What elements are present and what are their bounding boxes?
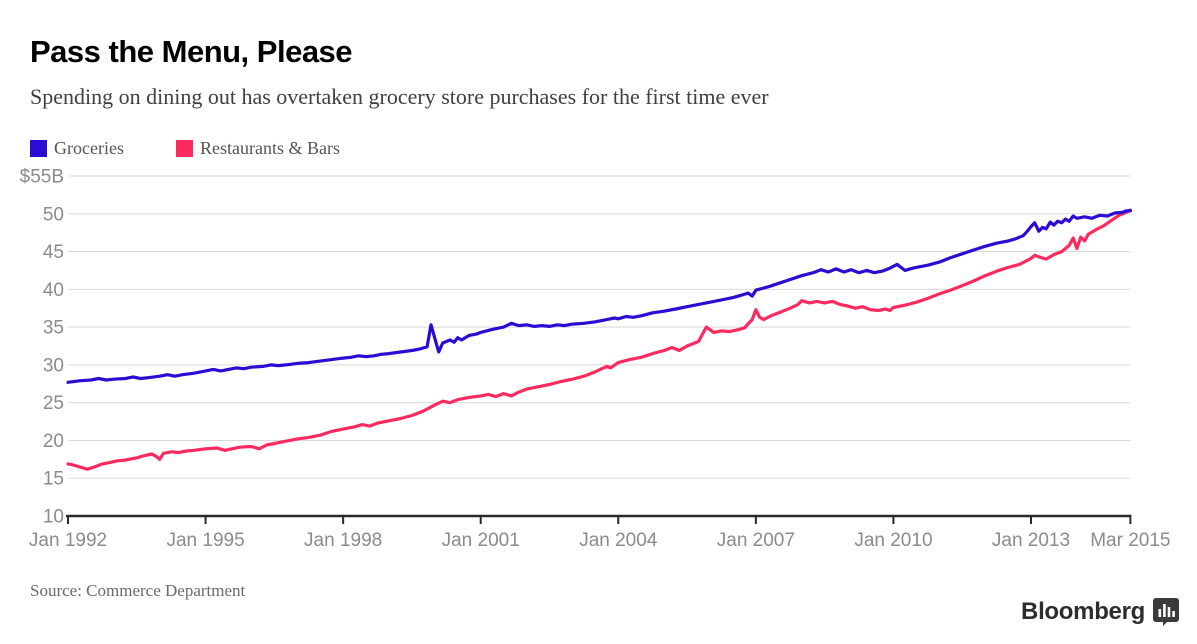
x-tick-label: Jan 2007 xyxy=(717,530,795,551)
x-tick-label: Jan 2004 xyxy=(579,530,658,551)
bloomberg-chart-badge-icon xyxy=(1153,598,1179,626)
chart-subtitle: Spending on dining out has overtaken gro… xyxy=(30,84,769,109)
bloomberg-wordmark: Bloomberg xyxy=(1021,598,1145,625)
restaurants-bars-line xyxy=(66,208,1133,471)
x-tick-label: Jan 2013 xyxy=(992,530,1070,551)
x-tick-label: Jan 2010 xyxy=(854,530,932,551)
page-title: Pass the Menu, Please xyxy=(30,34,353,69)
x-tick-label: Jan 2001 xyxy=(442,530,520,551)
x-tick-label: Jan 1995 xyxy=(166,530,244,551)
legend-item-groceries: Groceries xyxy=(30,138,124,159)
y-tick-label: 50 xyxy=(43,204,64,225)
legend-label-restaurants: Restaurants & Bars xyxy=(200,138,340,158)
y-tick-label: 10 xyxy=(43,507,64,528)
y-tick-label: 30 xyxy=(43,355,64,376)
groceries-line xyxy=(66,209,1133,384)
x-tick-label: Jan 1998 xyxy=(304,530,382,551)
x-tick-label: Mar 2015 xyxy=(1090,530,1170,551)
y-tick-label: 40 xyxy=(43,280,64,301)
x-tick-label: Jan 1992 xyxy=(29,530,107,551)
source-note: Source: Commerce Department xyxy=(30,581,246,600)
groceries-swatch-icon xyxy=(30,140,47,157)
y-tick-label: 45 xyxy=(43,242,64,263)
y-tick-label: 25 xyxy=(43,393,64,414)
y-tick-label: $55B xyxy=(20,166,64,187)
legend-item-restaurants: Restaurants & Bars xyxy=(176,138,340,159)
y-tick-label: 15 xyxy=(43,469,64,490)
restaurants-swatch-icon xyxy=(176,140,193,157)
y-tick-label: 20 xyxy=(43,431,64,452)
legend-label-groceries: Groceries xyxy=(54,138,124,158)
y-tick-label: 35 xyxy=(43,318,64,339)
bloomberg-logo: Bloomberg xyxy=(1021,598,1179,626)
